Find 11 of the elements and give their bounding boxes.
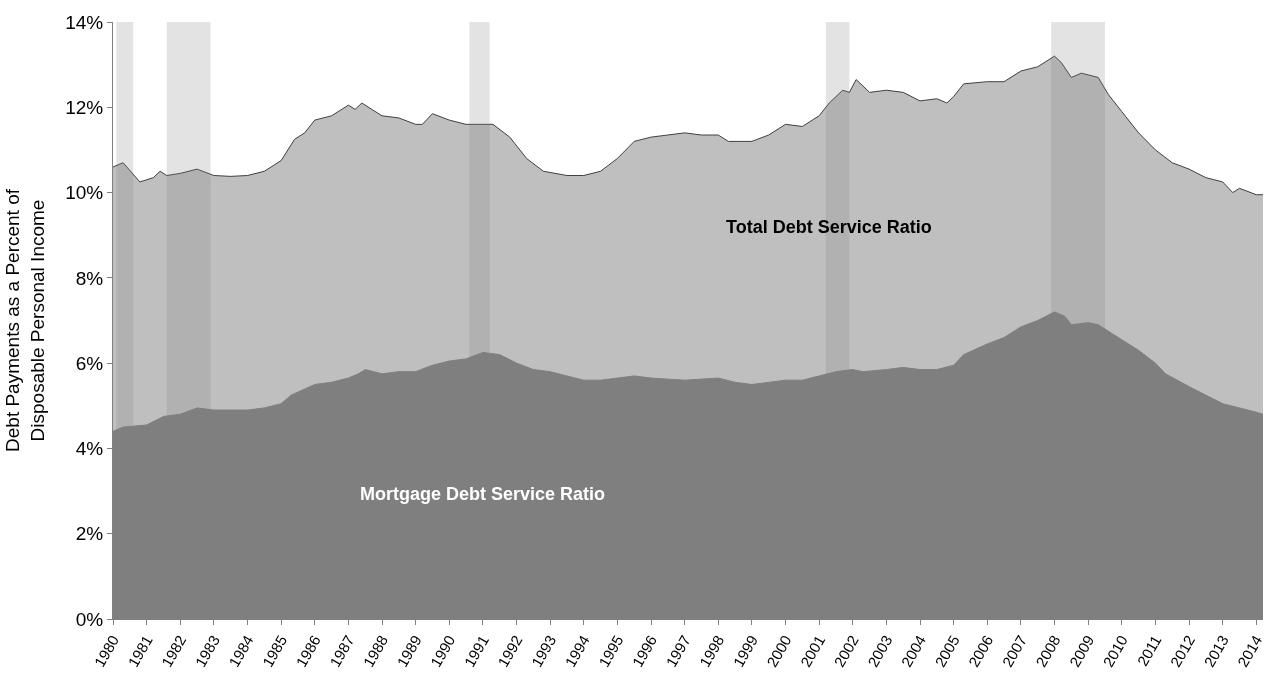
series-label: Total Debt Service Ratio	[726, 217, 932, 237]
series-label: Mortgage Debt Service Ratio	[360, 484, 606, 504]
y-tick-label: 2%	[75, 523, 104, 545]
y-axis-title: Debt Payments as a Percent of Disposable Personal Income	[2, 188, 49, 452]
y-tick-label: 6%	[75, 352, 104, 374]
y-tick-label: 14%	[65, 11, 104, 33]
y-tick-label: 4%	[75, 438, 104, 460]
y-tick-label: 0%	[75, 608, 104, 630]
y-tick-label: 8%	[75, 267, 104, 289]
y-tick-label: 10%	[65, 182, 104, 204]
y-tick-label: 12%	[65, 96, 104, 118]
